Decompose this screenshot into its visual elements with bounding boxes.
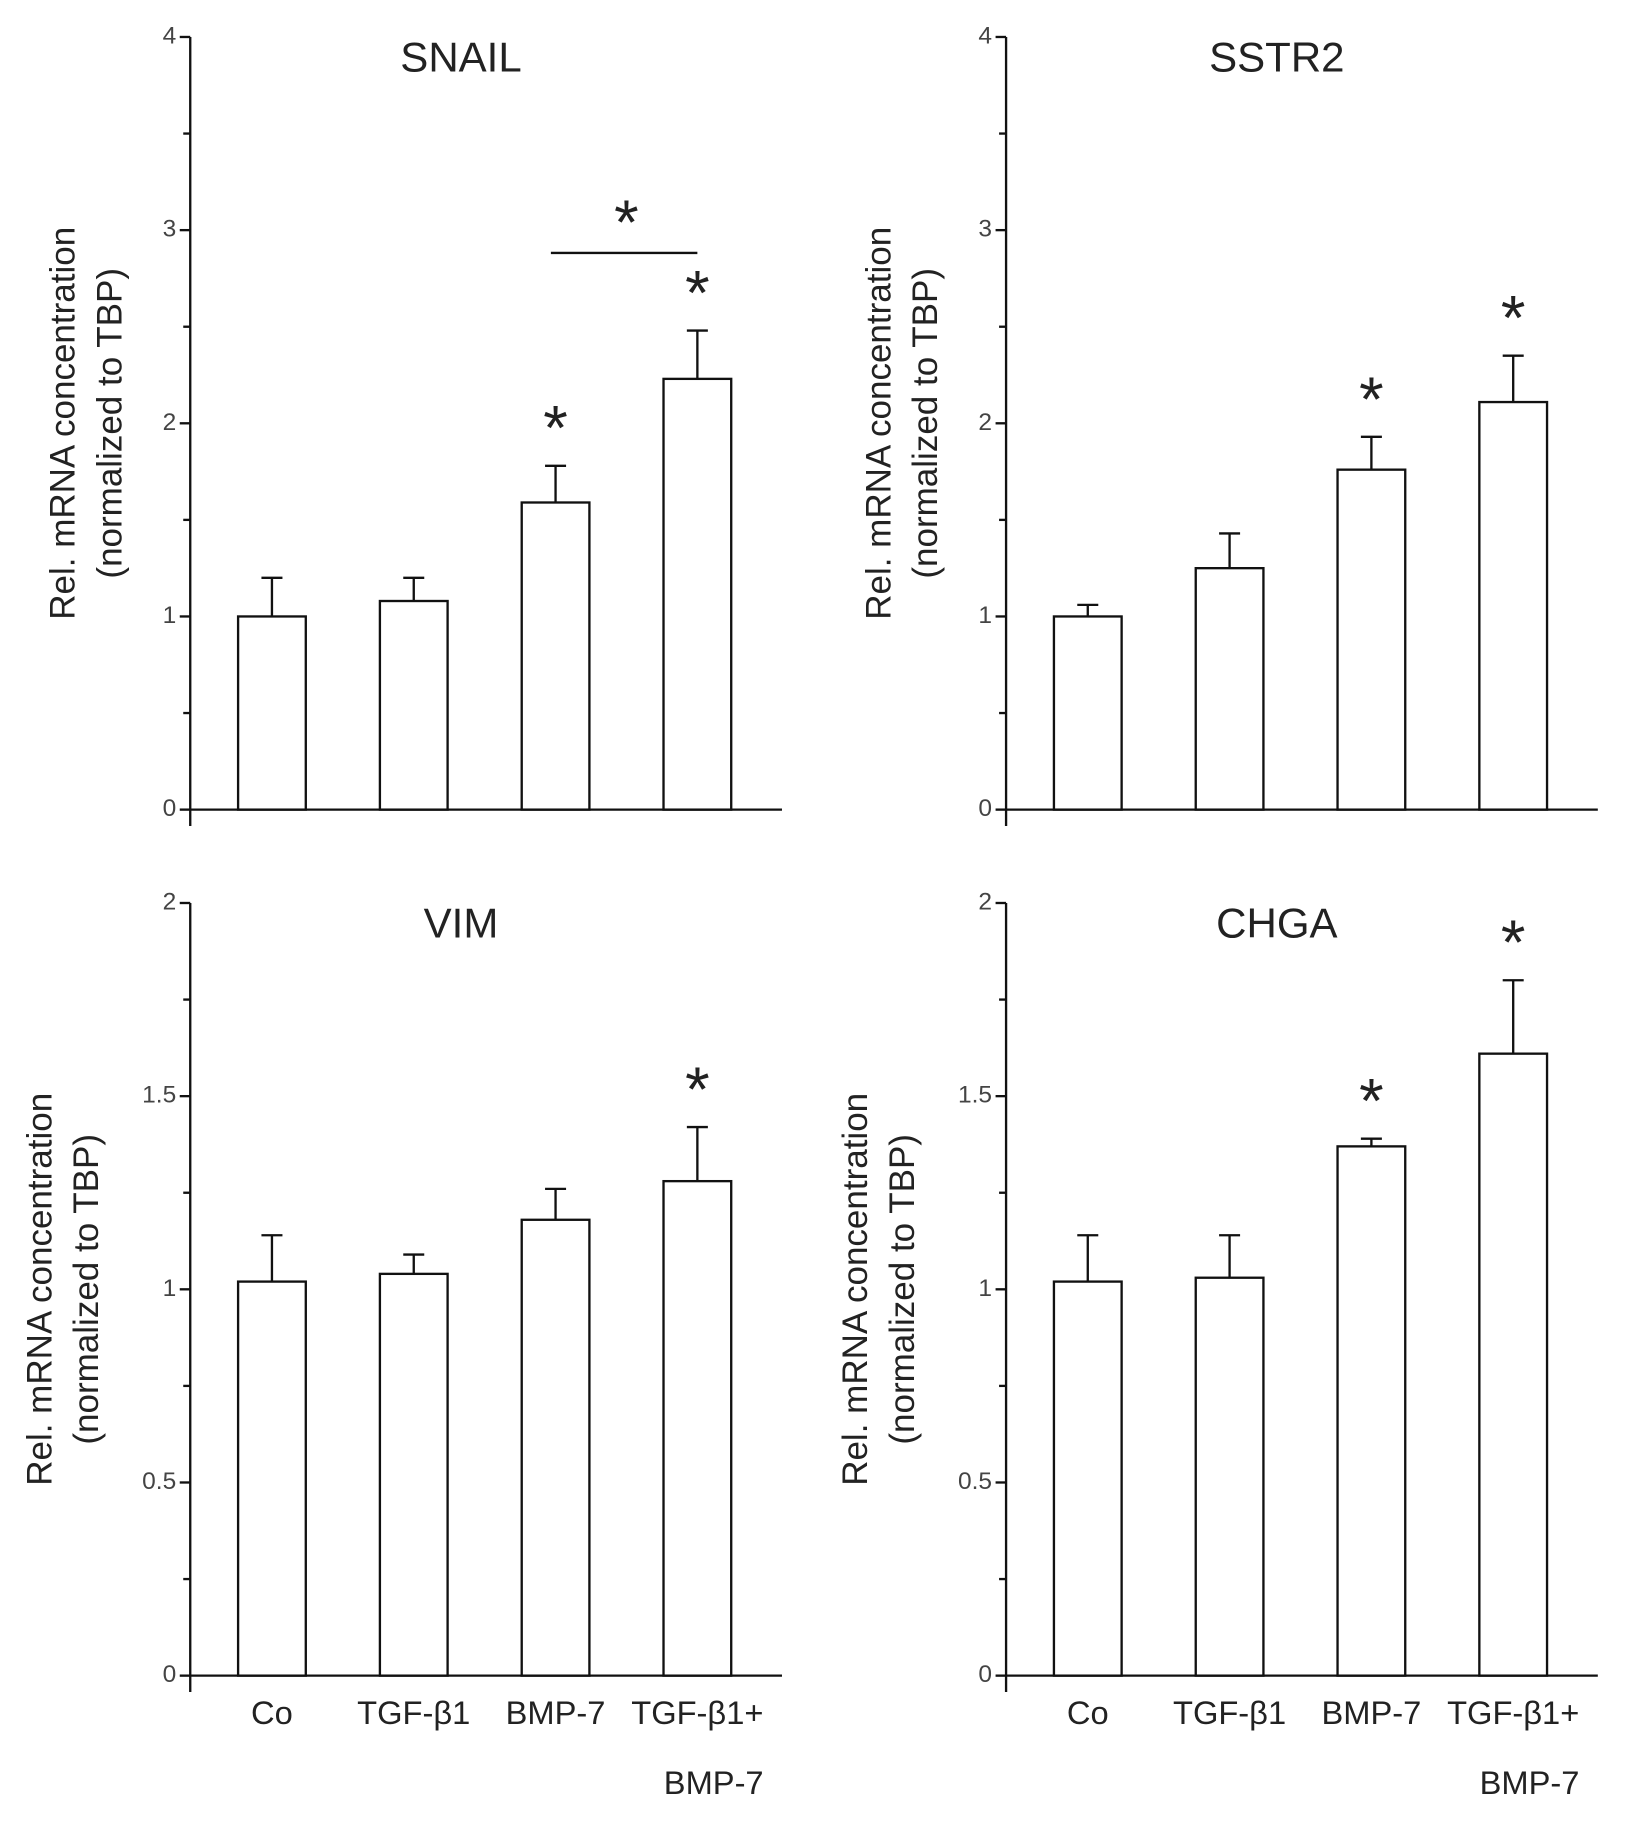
- bar: [1478, 1052, 1549, 1677]
- x-tick-label: Co: [251, 1694, 293, 1731]
- y-axis-label: (normalized to TBP): [906, 268, 945, 579]
- significance-marker: *: [1501, 908, 1526, 978]
- y-tick-label: 1.5: [142, 1082, 176, 1109]
- y-axis-label: (normalized to TBP): [67, 1134, 106, 1445]
- y-axis-label: Rel. mRNA concentration: [20, 1093, 59, 1486]
- bar: [1194, 567, 1265, 811]
- x-tick-label: TGF-β1+: [1447, 1694, 1579, 1731]
- y-tick-label: 1: [163, 1275, 177, 1302]
- y-tick-label: 0.5: [142, 1468, 176, 1495]
- y-tick-label: 1: [978, 602, 992, 629]
- bar: [1052, 1280, 1123, 1677]
- y-tick-label: 3: [978, 216, 992, 243]
- y-tick-label: 4: [163, 22, 177, 49]
- y-tick-label: 3: [163, 216, 177, 243]
- y-tick-label: 1: [978, 1275, 992, 1302]
- significance-marker: *: [685, 259, 710, 329]
- bracket-label: *: [614, 188, 639, 258]
- y-tick-label: 1: [163, 602, 177, 629]
- x-tick-label: TGF-β1: [1173, 1694, 1286, 1731]
- bar: [236, 1280, 307, 1677]
- significance-marker: *: [543, 394, 568, 464]
- chart-title: VIM: [424, 899, 499, 946]
- x-tick-label: BMP-7: [664, 1764, 764, 1801]
- x-tick-label: BMP-7: [1321, 1694, 1421, 1731]
- bar: [520, 501, 591, 811]
- y-axis-label: Rel. mRNA concentration: [859, 227, 898, 620]
- y-tick-label: 0: [163, 1661, 177, 1688]
- x-tick-label: TGF-β1: [357, 1694, 470, 1731]
- y-tick-label: 0: [163, 795, 177, 822]
- chart-title: CHGA: [1216, 899, 1337, 946]
- bar: [662, 1179, 733, 1677]
- chart-title: SSTR2: [1209, 33, 1344, 80]
- bar: [1336, 1145, 1407, 1677]
- y-tick-label: 4: [978, 22, 992, 49]
- y-tick-label: 1.5: [958, 1082, 992, 1109]
- y-tick-label: 0: [978, 1661, 992, 1688]
- y-axis-label: (normalized to TBP): [90, 268, 129, 579]
- y-tick-label: 0: [978, 795, 992, 822]
- bar: [662, 377, 733, 811]
- y-tick-label: 2: [163, 888, 177, 915]
- bar: [1052, 615, 1123, 811]
- y-tick-label: 2: [978, 409, 992, 436]
- bar: [378, 1272, 449, 1677]
- significance-marker: *: [1359, 365, 1384, 435]
- y-axis-label: Rel. mRNA concentration: [44, 227, 83, 620]
- significance-marker: *: [1501, 284, 1526, 354]
- y-axis-label: Rel. mRNA concentration: [836, 1093, 875, 1486]
- significance-marker: *: [1359, 1067, 1384, 1137]
- y-tick-label: 0.5: [958, 1468, 992, 1495]
- x-tick-label: TGF-β1+: [631, 1694, 763, 1731]
- y-tick-label: 2: [163, 409, 177, 436]
- x-tick-label: Co: [1067, 1694, 1109, 1731]
- y-axis-label: (normalized to TBP): [883, 1134, 922, 1445]
- y-tick-label: 2: [978, 888, 992, 915]
- x-tick-label: BMP-7: [506, 1694, 606, 1731]
- significance-marker: *: [685, 1055, 710, 1125]
- bar: [520, 1218, 591, 1677]
- chart-title: SNAIL: [400, 33, 521, 80]
- bar: [1194, 1276, 1265, 1677]
- bar: [1478, 400, 1549, 811]
- bar: [236, 615, 307, 811]
- bar: [378, 599, 449, 811]
- x-tick-label: BMP-7: [1480, 1764, 1580, 1801]
- bar: [1336, 468, 1407, 811]
